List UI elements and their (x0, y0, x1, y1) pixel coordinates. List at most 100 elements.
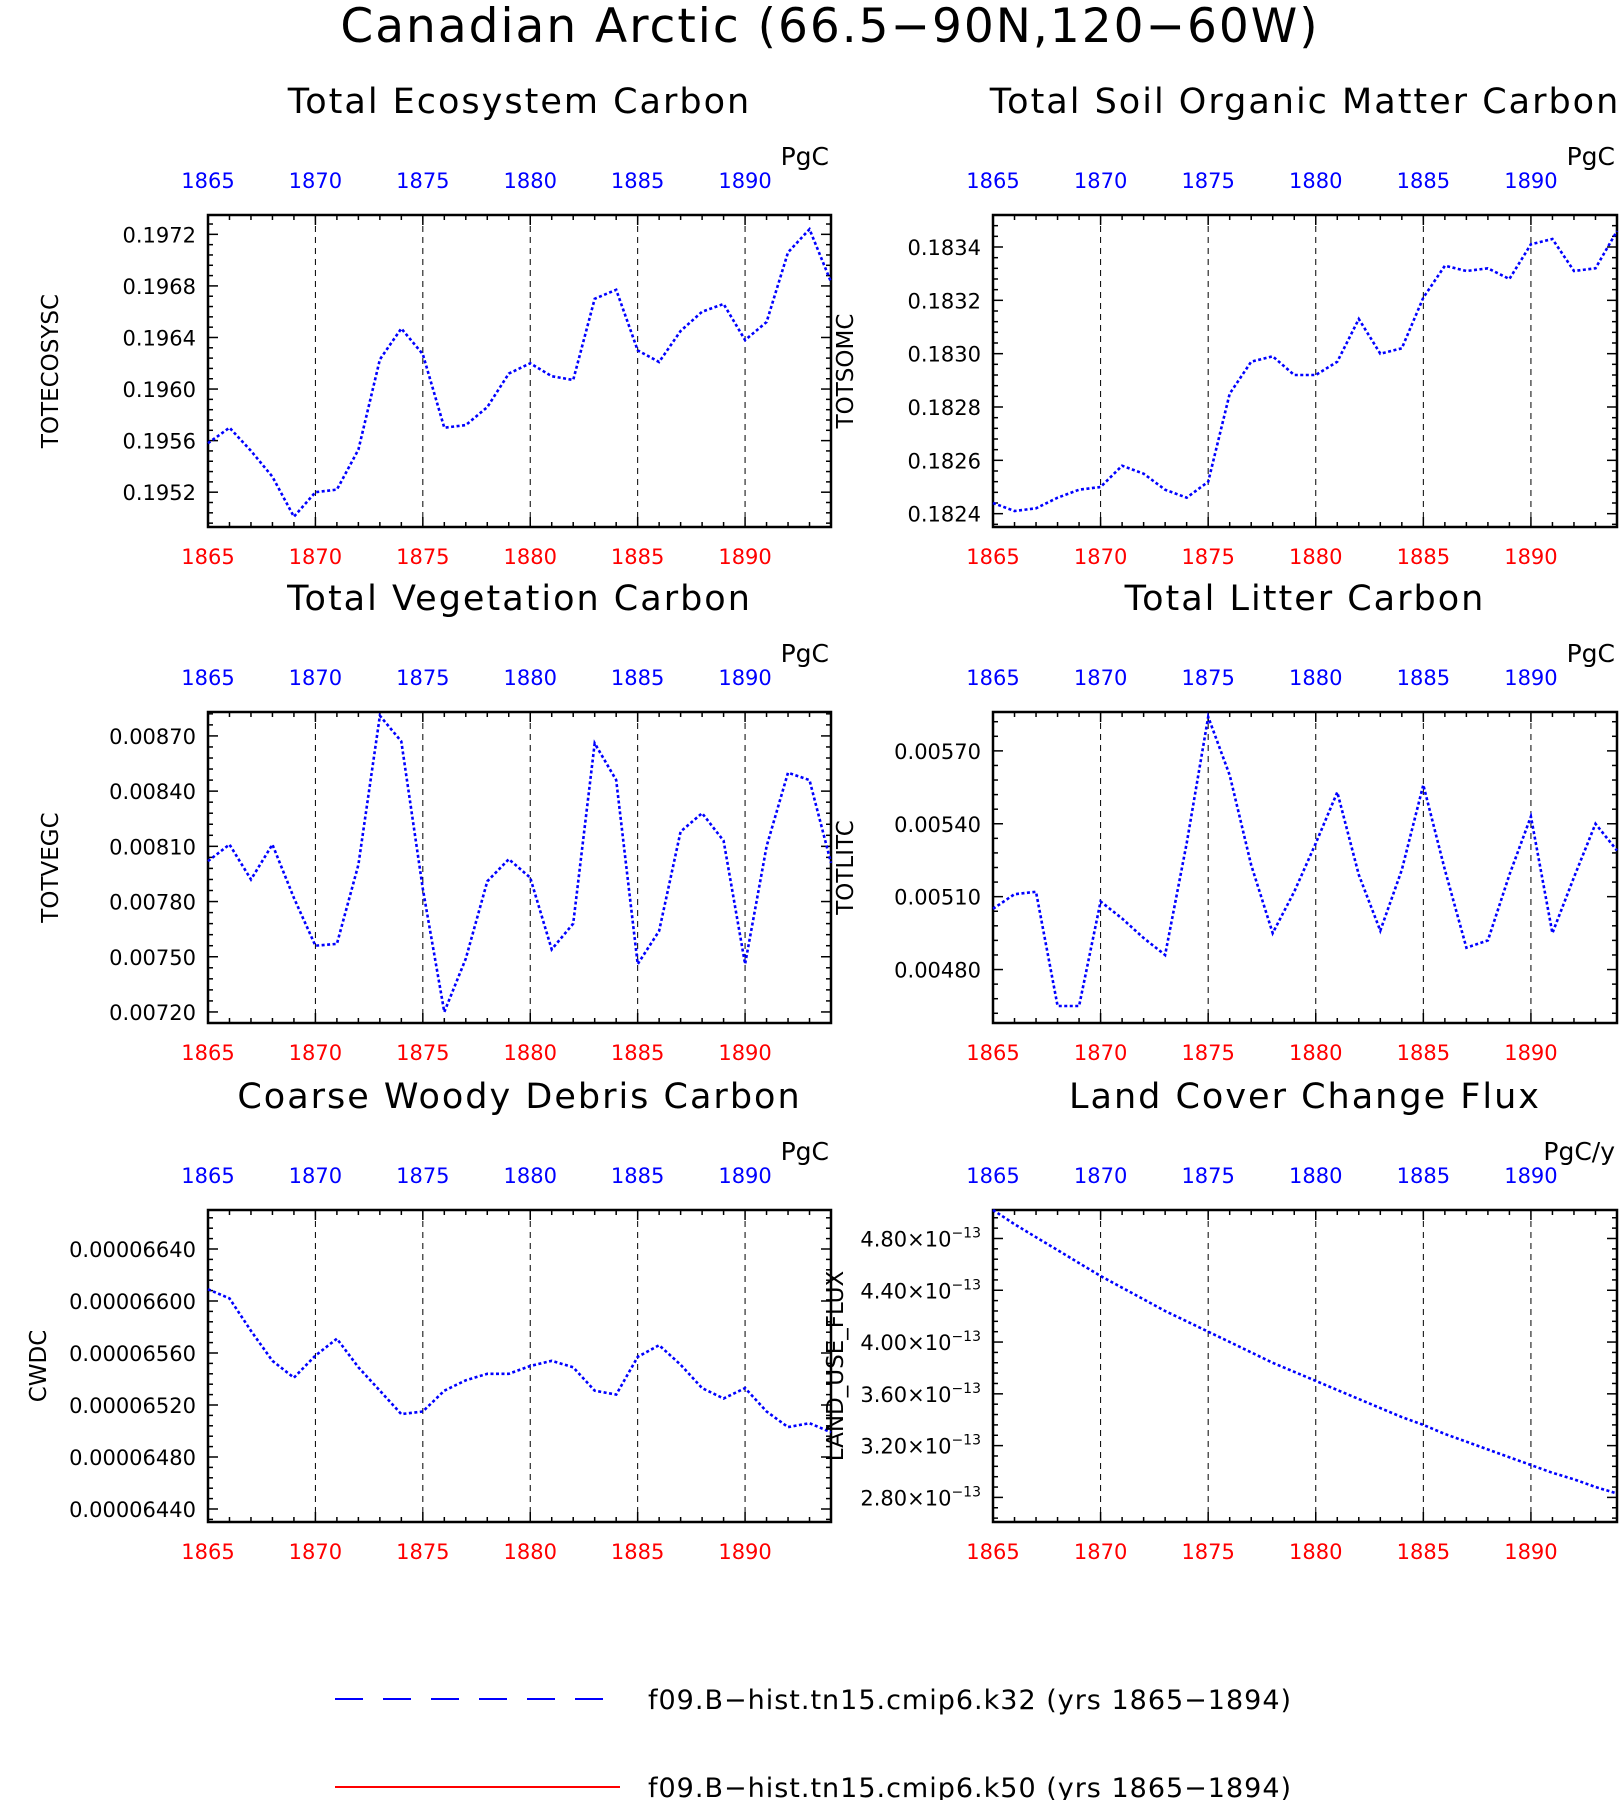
panel-title: Total Ecosystem Carbon (287, 82, 751, 122)
x-tick-label-top: 1870 (1074, 1164, 1127, 1188)
x-tick-label-bottom: 1880 (1289, 1540, 1342, 1564)
series-line (207, 226, 833, 519)
x-tick-label-top: 1885 (611, 1164, 664, 1188)
y-tick-label: 0.1832 (908, 289, 981, 313)
x-tick-label-top: 1865 (181, 666, 234, 690)
units-label: PgC (1567, 142, 1615, 171)
x-tick-label-bottom: 1870 (289, 1540, 342, 1564)
y-axis-label: TOTSOMC (833, 314, 859, 430)
y-tick-label: 0.00870 (109, 725, 196, 749)
x-tick-label-bottom: 1880 (1289, 545, 1342, 569)
x-tick-label-bottom: 1875 (1181, 545, 1234, 569)
x-tick-label-top: 1885 (1397, 169, 1450, 193)
y-tick-exponent: −13 (951, 1381, 981, 1397)
x-tick-label-bottom: 1875 (396, 1540, 449, 1564)
x-tick-label-top: 1875 (396, 169, 449, 193)
x-tick-label-bottom: 1885 (611, 1041, 664, 1065)
x-tick-label-bottom: 1885 (611, 1540, 664, 1564)
x-tick-label-bottom: 1890 (1504, 1041, 1557, 1065)
x-tick-label-top: 1865 (966, 666, 1019, 690)
x-tick-label-bottom: 1880 (504, 545, 557, 569)
legend-label-k32: f09.B−hist.tn15.cmip6.k32 (yrs 1865−1894… (648, 1685, 1292, 1716)
y-tick-label: 0.00006560 (69, 1342, 196, 1366)
y-tick-label: 0.1824 (908, 503, 981, 527)
series-line (992, 230, 1619, 513)
x-tick-label-top: 1885 (1397, 1164, 1450, 1188)
x-tick-label-bottom: 1890 (718, 1041, 771, 1065)
y-tick-mantissa: 4.00 (860, 1331, 907, 1355)
panel-total-vegetation-carbon: Total Vegetation Carbon PgC 1865 1865 1870 18… (38, 579, 833, 1065)
panel-coarse-woody-debris-carbon: Coarse Woody Debris Carbon PgC 1865 1865 187… (26, 1077, 833, 1564)
x-tick-label-top: 1875 (1181, 169, 1234, 193)
plot-frame (206, 710, 833, 1025)
series-line (207, 712, 833, 1017)
y-tick-label: 0.00840 (109, 780, 196, 804)
plot-frame (991, 213, 1619, 529)
x-tick-label-bottom: 1870 (1074, 1041, 1127, 1065)
plot-frame (206, 213, 833, 529)
y-tick-label: 0.00006480 (69, 1446, 196, 1470)
y-tick-times: ×10 (907, 1383, 951, 1407)
x-tick-label-bottom: 1865 (181, 545, 234, 569)
x-tick-label-top: 1880 (1289, 169, 1342, 193)
y-tick-exponent: −13 (951, 1225, 981, 1241)
y-tick-times: ×10 (907, 1435, 951, 1459)
x-tick-label-bottom: 1875 (396, 1041, 449, 1065)
y-tick-label: 3.60×10−13 (860, 1381, 981, 1407)
y-tick-label: 0.00570 (894, 740, 981, 764)
x-tick-label-top: 1880 (504, 169, 557, 193)
x-tick-label-bottom: 1890 (1504, 545, 1557, 569)
x-tick-label-bottom: 1865 (966, 545, 1019, 569)
x-tick-label-top: 1880 (1289, 1164, 1342, 1188)
x-tick-label-top: 1880 (1289, 666, 1342, 690)
x-tick-label-top: 1875 (396, 666, 449, 690)
y-tick-label: 0.00006640 (69, 1238, 196, 1262)
y-tick-label: 0.00750 (109, 946, 196, 970)
x-tick-label-top: 1865 (966, 169, 1019, 193)
x-tick-label-top: 1870 (289, 666, 342, 690)
x-tick-label-bottom: 1865 (966, 1540, 1019, 1564)
x-tick-label-top: 1890 (718, 169, 771, 193)
x-tick-label-bottom: 1870 (1074, 545, 1127, 569)
x-tick-label-bottom: 1875 (396, 545, 449, 569)
x-tick-label-bottom: 1870 (289, 545, 342, 569)
panel-total-soil-organic-matter-carbon: Total Soil Organic Matter Carbon PgC 1865 1… (833, 82, 1621, 569)
panel-title: Land Cover Change Flux (1069, 1077, 1541, 1117)
y-tick-label: 0.00720 (109, 1001, 196, 1025)
x-tick-label-bottom: 1890 (1504, 1540, 1557, 1564)
y-tick-exponent: −13 (951, 1484, 981, 1500)
y-tick-mantissa: 2.80 (860, 1486, 907, 1510)
y-tick-mantissa: 4.40 (860, 1279, 907, 1303)
y-tick-label: 2.80×10−13 (860, 1484, 981, 1510)
x-tick-label-top: 1865 (966, 1164, 1019, 1188)
y-tick-mantissa: 4.80 (860, 1227, 907, 1251)
y-tick-exponent: −13 (951, 1433, 981, 1449)
panel-title: Total Soil Organic Matter Carbon (989, 82, 1621, 122)
panel-total-ecosystem-carbon: Total Ecosystem Carbon PgC 1865 1865 1870 187… (38, 82, 833, 569)
y-axis-label: TOTECOSYSC (38, 294, 64, 449)
y-tick-label: 0.1952 (123, 481, 196, 505)
y-tick-label: 0.00006600 (69, 1290, 196, 1314)
x-tick-label-bottom: 1865 (966, 1041, 1019, 1065)
y-tick-label: 4.40×10−13 (860, 1277, 981, 1303)
series-line (992, 1208, 1618, 1495)
x-tick-label-bottom: 1890 (718, 1540, 771, 1564)
x-tick-label-bottom: 1870 (1074, 1540, 1127, 1564)
y-tick-label: 0.00810 (109, 835, 196, 859)
y-tick-label: 0.1964 (123, 326, 196, 350)
y-tick-label: 0.1956 (123, 430, 196, 454)
y-tick-label: 0.1968 (123, 275, 196, 299)
x-tick-label-top: 1880 (504, 666, 557, 690)
panels: Total Ecosystem Carbon PgC 1865 1865 1870 187… (26, 82, 1621, 1564)
x-tick-label-top: 1875 (1181, 1164, 1234, 1188)
x-tick-label-top: 1890 (1504, 1164, 1557, 1188)
y-tick-label: 0.00006440 (69, 1498, 196, 1522)
series-line (207, 1288, 832, 1434)
x-tick-label-top: 1870 (1074, 666, 1127, 690)
y-tick-label: 0.1826 (908, 449, 981, 473)
x-tick-label-top: 1885 (1397, 666, 1450, 690)
x-tick-label-top: 1890 (718, 1164, 771, 1188)
